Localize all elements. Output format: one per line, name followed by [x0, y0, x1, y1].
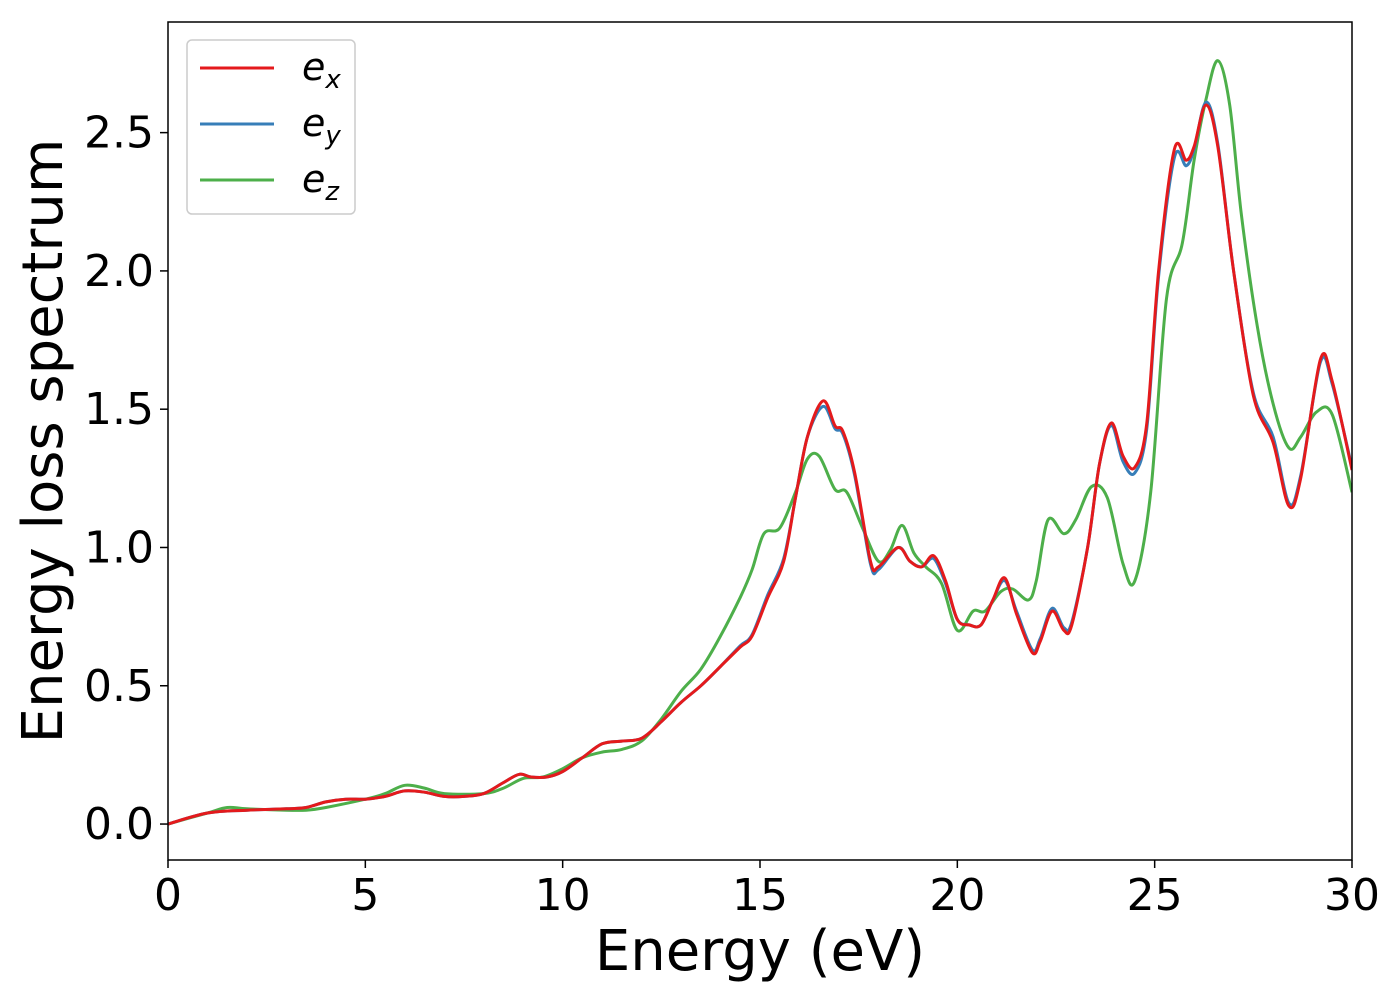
x-tick-label: 30: [1324, 870, 1380, 921]
x-tick-label: 0: [154, 870, 182, 921]
legend-label-ex: ex: [302, 45, 341, 95]
legend-label-ey: ey: [302, 101, 341, 151]
x-tick-label: 10: [535, 870, 591, 921]
y-axis-title: Energy loss spectrum: [11, 139, 76, 744]
series-layer: [168, 59, 1352, 826]
x-tick-label: 25: [1127, 870, 1183, 921]
legend-label-ez: ez: [302, 157, 340, 207]
y-tick-label: 1.5: [84, 384, 154, 435]
series-line-ex: [168, 103, 1352, 826]
y-tick-label: 1.0: [84, 522, 154, 573]
x-tick-label: 15: [732, 870, 788, 921]
y-tick-label: 0.0: [84, 799, 154, 850]
y-tick-label: 2.0: [84, 246, 154, 297]
y-tick-label: 0.5: [84, 661, 154, 712]
legend-box: [186, 39, 356, 215]
y-tick-label: 2.5: [84, 108, 154, 159]
x-axis-title: Energy (eV): [595, 919, 925, 984]
x-tick-label: 20: [929, 870, 985, 921]
x-tick-label: 5: [351, 870, 379, 921]
y-axis-ticks: 0.0 0.5 1.0 1.5 2.0 2.5: [84, 108, 168, 850]
x-axis-ticks: 0 5 10 15 20 25 30: [154, 860, 1380, 921]
legend: ex ey ez: [186, 39, 356, 215]
